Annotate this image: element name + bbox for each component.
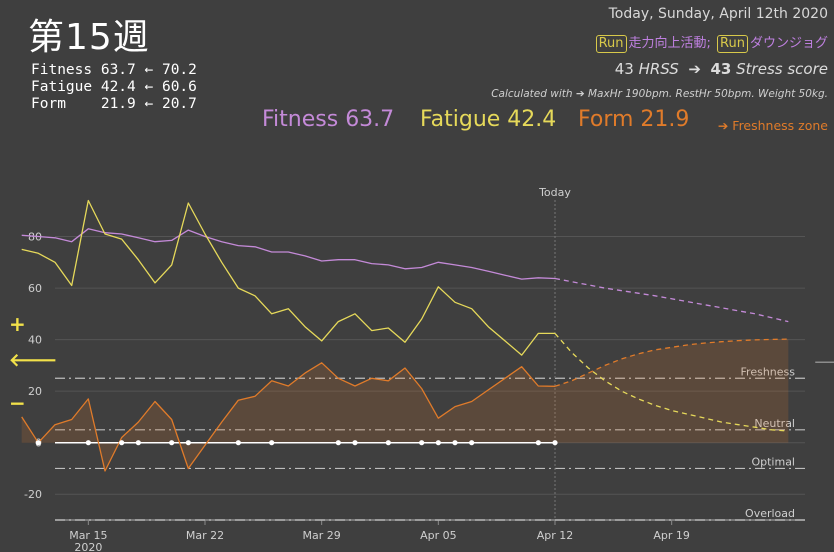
activity-dot [135, 440, 141, 446]
activity-dot [419, 440, 425, 446]
zoom-out-minus-icon[interactable]: − [9, 391, 26, 415]
zone-label: Neutral [754, 417, 795, 430]
zoom-in-plus-icon[interactable]: + [9, 312, 26, 336]
activity-dot [552, 440, 558, 446]
hrss-value: 43 [614, 60, 634, 78]
x-tick-label: Apr 12 [537, 529, 574, 542]
activity-name-link[interactable]: 走力向上活動; [628, 36, 711, 51]
activity-dot [352, 440, 358, 446]
x-tick-label: Mar 29 [303, 529, 341, 542]
zone-label: Freshness [741, 365, 796, 378]
activity-dot [385, 440, 391, 446]
y-tick-label: 20 [28, 385, 42, 398]
x-tick-label: Mar 22 [186, 529, 224, 542]
zone-label: Overload [745, 507, 795, 520]
current-date: Today, Sunday, April 12th 2020 [608, 6, 828, 22]
x-tick-label: Mar 15 [69, 529, 107, 542]
fitness-previous: 70.2 [161, 62, 197, 78]
y-tick-label: 60 [28, 282, 42, 295]
form-change-arrow: ← [144, 96, 154, 112]
scroll-left-arrow-icon[interactable]: 🡐 [9, 350, 58, 371]
activity-list: Run 走力向上活動; Run ダウンジョグ [594, 32, 828, 53]
form-stat-line: Form 21.9 ← 20.7 [31, 96, 197, 112]
freshness-zone-link[interactable]: ➔ Freshness zone [717, 118, 828, 133]
fitness-big-label: Fitness 63.7 [262, 107, 395, 132]
form-previous: 20.7 [161, 96, 197, 112]
form_projection-area [555, 339, 789, 443]
activity-type-badge[interactable]: Run [595, 35, 627, 53]
activity-dot [235, 440, 241, 446]
fitness-stat-line: Fitness 63.7 ← 70.2 [31, 62, 197, 78]
form-stat-label: Form [31, 96, 101, 112]
form-current: 21.9 [100, 96, 136, 112]
fitness-current: 63.7 [100, 62, 136, 78]
activity-dot [185, 440, 191, 446]
x-tick-sublabel: 2020 [74, 541, 102, 552]
activity-dot [269, 440, 275, 446]
week-title: 第15週 [28, 17, 150, 58]
hrss-unit: HRSS [638, 60, 679, 78]
form-big-label: Form 21.9 [578, 107, 690, 132]
y-tick-label: 80 [28, 231, 42, 244]
fatigue-stat-line: Fatigue 42.4 ← 60.6 [31, 79, 197, 95]
fatigue_projection-series-line [554, 332, 789, 432]
form-series-line [21, 362, 556, 472]
calculation-note[interactable]: Calculated with ➔ MaxHr 190bpm. RestHr 5… [491, 88, 828, 100]
scroll-right-arrow-icon[interactable]: 🡒 [813, 352, 834, 373]
hrss-stress-line: 43 HRSS ➔ 43 Stress score [615, 60, 828, 78]
activity-type-badge[interactable]: Run [717, 35, 748, 53]
y-tick-label: 40 [28, 334, 42, 347]
fatigue-previous: 60.6 [161, 79, 197, 95]
fitness-change-arrow: ← [144, 62, 154, 78]
y-tick-label: -20 [24, 488, 42, 501]
fatigue-big-label: Fatigue 42.4 [420, 107, 557, 132]
fitness-series-line [21, 228, 556, 280]
activity-name-link[interactable]: ダウンジョグ [749, 36, 828, 51]
fitness_projection-series-line [554, 277, 789, 323]
x-tick-label: Apr 05 [420, 529, 457, 542]
today-label: Today [538, 186, 571, 199]
fatigue-current: 42.4 [100, 79, 136, 95]
activity-dot [535, 440, 541, 446]
activity-dot [435, 440, 441, 446]
fatigue-change-arrow: ← [144, 79, 154, 95]
activity-dot [335, 440, 341, 446]
zone-label: Optimal [751, 455, 795, 468]
activity-dot [119, 440, 125, 446]
fatigue-series-line [21, 199, 555, 356]
stress-value: 43 [710, 60, 732, 78]
activity-dot [85, 440, 91, 446]
activity-dot [469, 440, 475, 446]
x-tick-label: Apr 19 [653, 529, 690, 542]
activity-dot [169, 440, 175, 446]
activity-dot [35, 440, 41, 446]
form_projection-series-line [554, 338, 789, 387]
fitness-stat-label: Fitness [31, 62, 101, 78]
fatigue-stat-label: Fatigue [31, 79, 101, 95]
activity-dot [452, 440, 458, 446]
arrow-icon: ➔ [688, 60, 701, 78]
stress-unit: Stress score [736, 60, 828, 78]
